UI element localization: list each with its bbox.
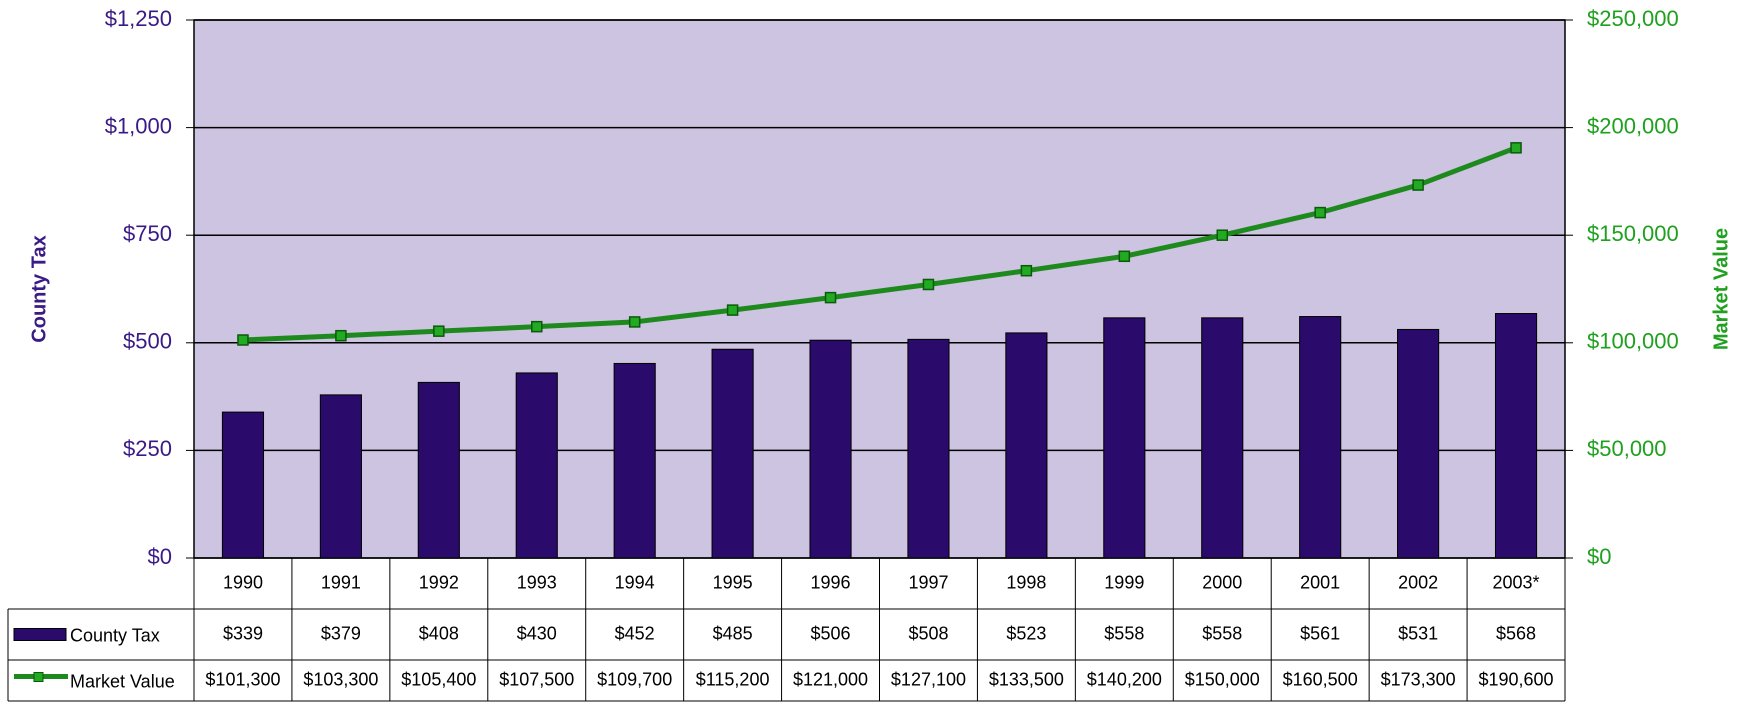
line-marker xyxy=(433,325,445,337)
y-tick-label: $500 xyxy=(123,329,172,354)
line-marker xyxy=(335,329,347,342)
bar xyxy=(1494,313,1538,559)
y-tick-label: $750 xyxy=(123,221,172,246)
table-value: $140,200 xyxy=(1087,669,1162,689)
line-marker xyxy=(922,278,935,291)
table-value: $133,500 xyxy=(989,669,1064,689)
table-value: $107,500 xyxy=(499,669,574,689)
y2-tick-label: $200,000 xyxy=(1587,113,1679,138)
table-value: $506 xyxy=(811,623,851,643)
x-tick-label: 1998 xyxy=(1006,572,1046,592)
table-value: $568 xyxy=(1496,623,1536,643)
line-marker xyxy=(1020,264,1033,277)
bar xyxy=(1103,317,1146,559)
legend-swatch xyxy=(13,628,67,641)
table-value: $508 xyxy=(908,623,948,643)
y2-tick-label: $250,000 xyxy=(1587,6,1679,31)
y-tick-label: $0 xyxy=(148,544,172,569)
line-marker xyxy=(628,316,641,328)
bar xyxy=(1005,332,1048,559)
bar xyxy=(221,411,265,559)
table-value: $523 xyxy=(1006,623,1046,643)
y2-tick-label: $100,000 xyxy=(1587,329,1679,354)
x-tick-label: 1990 xyxy=(223,572,263,592)
table-value: $190,600 xyxy=(1478,669,1553,689)
line-marker xyxy=(1216,229,1228,241)
y-axis-label: County Tax xyxy=(28,235,50,342)
x-tick-label: 2001 xyxy=(1300,572,1340,592)
line-marker xyxy=(726,304,739,316)
y-tick-label: $1,250 xyxy=(105,6,172,31)
x-tick-label: 1995 xyxy=(713,572,753,592)
y2-axis-label: Market Value xyxy=(1710,228,1732,350)
table-value: $103,300 xyxy=(303,669,378,689)
line-marker xyxy=(531,320,543,333)
bar xyxy=(417,381,460,559)
y2-tick-label: $150,000 xyxy=(1587,221,1679,246)
table-value: $173,300 xyxy=(1381,669,1456,689)
x-tick-label: 1997 xyxy=(908,572,948,592)
table-value: $105,400 xyxy=(401,669,476,689)
x-tick-label: 2003* xyxy=(1493,572,1540,592)
x-tick-label: 2000 xyxy=(1202,572,1242,592)
x-tick-label: 1992 xyxy=(419,572,459,592)
x-tick-label: 1991 xyxy=(321,572,361,592)
bar xyxy=(319,394,362,559)
table-value: $127,100 xyxy=(891,669,966,689)
y-tick-label: $250 xyxy=(123,436,172,461)
line-marker xyxy=(1412,179,1424,191)
line xyxy=(242,145,1517,343)
x-tick-label: 1994 xyxy=(615,572,655,592)
y2-tick-label: $0 xyxy=(1587,544,1611,569)
y2-tick-label: $50,000 xyxy=(1587,436,1667,461)
legend-label: County Tax xyxy=(70,625,160,645)
table-value: $408 xyxy=(419,623,459,643)
table-value: $452 xyxy=(615,623,655,643)
bar xyxy=(1201,317,1244,559)
bar xyxy=(711,348,754,559)
bar xyxy=(809,339,852,559)
table-value: $485 xyxy=(713,623,753,643)
legend-label: Market Value xyxy=(70,671,175,691)
table-value: $109,700 xyxy=(597,669,672,689)
bar xyxy=(515,372,558,559)
table-value: $121,000 xyxy=(793,669,868,689)
table-value: $531 xyxy=(1398,623,1438,643)
table-value: $160,500 xyxy=(1283,669,1358,689)
line-marker xyxy=(1314,206,1326,219)
bar xyxy=(1299,316,1342,559)
bar xyxy=(613,362,656,559)
table-value: $558 xyxy=(1202,623,1242,643)
line-marker xyxy=(824,291,837,304)
table-value: $561 xyxy=(1300,623,1340,643)
legend-swatch xyxy=(33,672,44,682)
x-tick-label: 1996 xyxy=(811,572,851,592)
x-tick-label: 2002 xyxy=(1398,572,1438,592)
x-tick-label: 1999 xyxy=(1104,572,1144,592)
table-value: $558 xyxy=(1104,623,1144,643)
table-value: $339 xyxy=(223,623,263,643)
line-marker xyxy=(237,334,249,346)
bar xyxy=(1397,328,1440,559)
table-value: $101,300 xyxy=(205,669,280,689)
table-value: $430 xyxy=(517,623,557,643)
table-value: $150,000 xyxy=(1185,669,1260,689)
x-tick-label: 1993 xyxy=(517,572,557,592)
table-value: $379 xyxy=(321,623,361,643)
y-tick-label: $1,000 xyxy=(105,113,172,138)
line-marker xyxy=(1118,250,1131,263)
table-value: $115,200 xyxy=(696,669,770,689)
line-marker xyxy=(1510,142,1522,154)
bar xyxy=(907,338,950,559)
